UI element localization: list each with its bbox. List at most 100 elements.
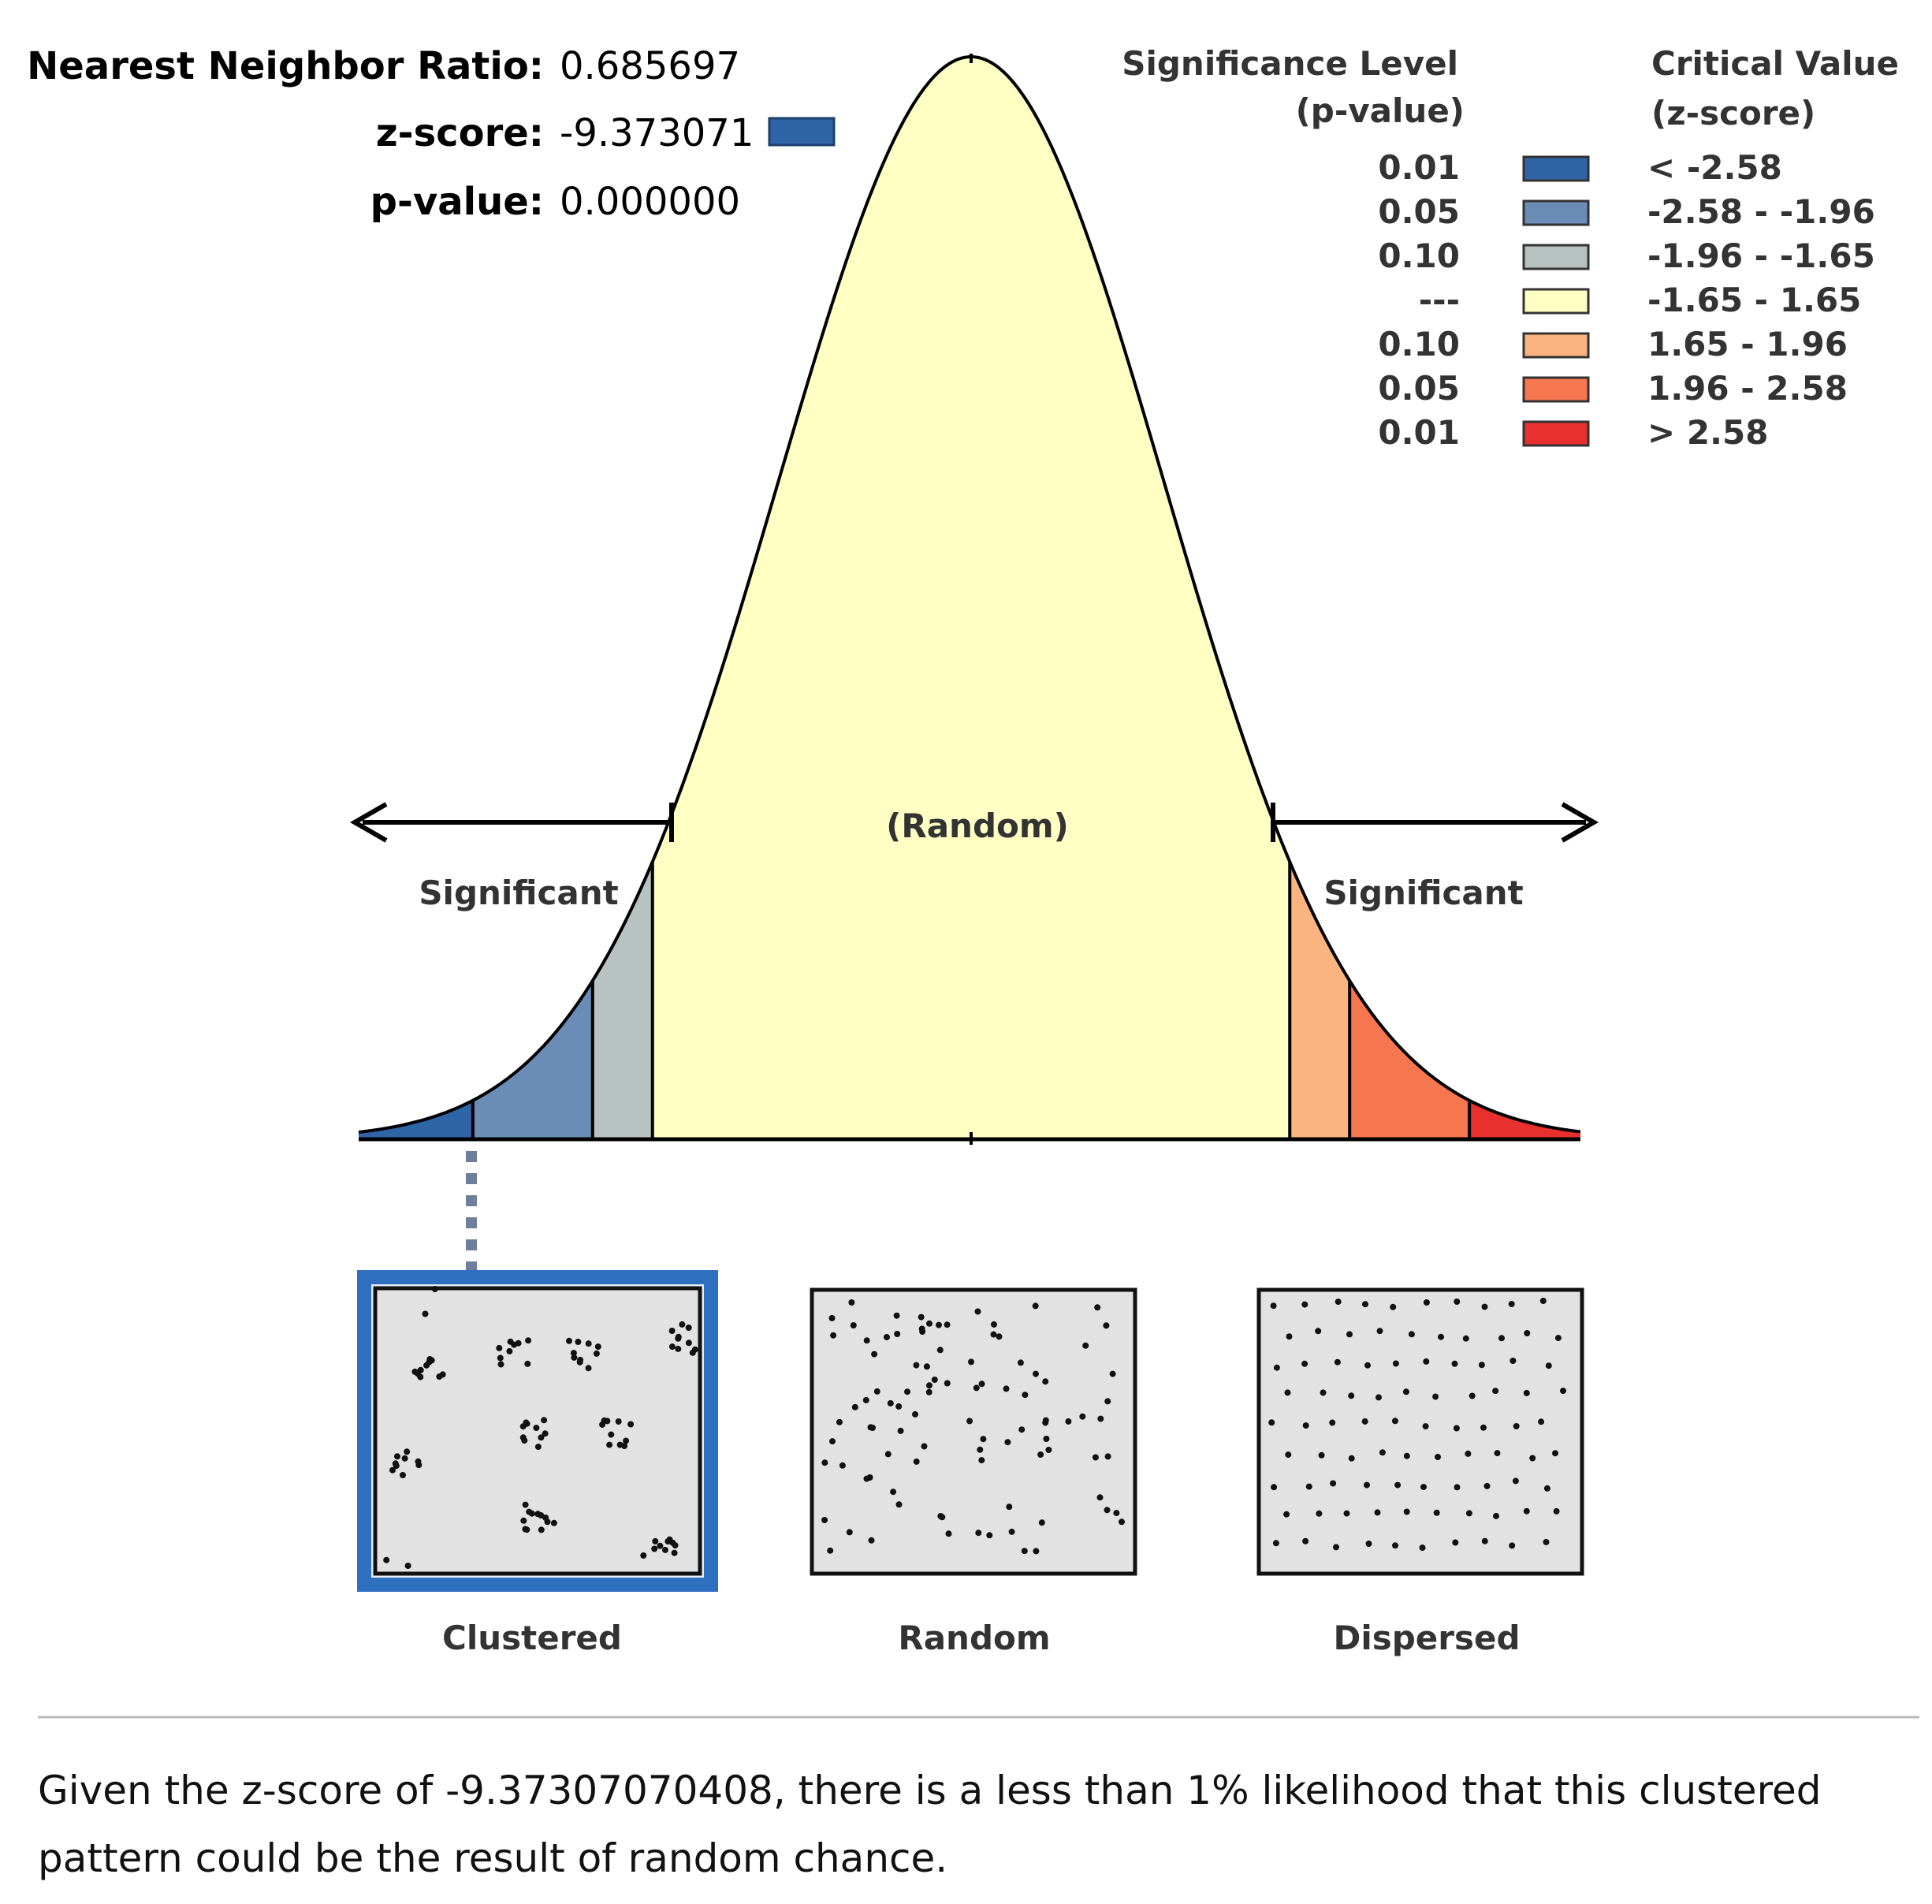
- legend-swatch-6: [1522, 420, 1590, 447]
- point: [577, 1356, 584, 1363]
- point: [912, 1410, 918, 1418]
- point: [571, 1354, 578, 1361]
- point: [401, 1455, 408, 1462]
- right-significant-arrow: [1271, 802, 1599, 843]
- point: [926, 1382, 932, 1389]
- random-points: [821, 1299, 1125, 1555]
- point: [1483, 1482, 1491, 1489]
- curve-segment-p01-high: [1469, 1100, 1580, 1139]
- point: [1364, 1362, 1371, 1369]
- point: [873, 1388, 880, 1395]
- point: [426, 1358, 433, 1366]
- point: [415, 1370, 421, 1377]
- point: [608, 1431, 615, 1438]
- point: [1498, 1335, 1505, 1342]
- point: [668, 1328, 676, 1334]
- point: [525, 1337, 532, 1344]
- point: [404, 1563, 411, 1569]
- point: [1042, 1419, 1049, 1426]
- connector-dash: [466, 1239, 477, 1250]
- point: [1375, 1394, 1382, 1401]
- point: [1333, 1544, 1339, 1551]
- point: [968, 1358, 974, 1366]
- point: [1346, 1331, 1353, 1338]
- point: [1286, 1333, 1293, 1340]
- point: [1376, 1328, 1383, 1335]
- legend-swatch-3: [1522, 288, 1590, 315]
- significance-arrows: (Random) Significant Significant: [349, 802, 1599, 912]
- point: [1539, 1298, 1547, 1304]
- legend-rows: 0.01 < -2.58 0.05 -2.58 - -1.96 0.10 -1.96 - …: [1378, 148, 1874, 452]
- point: [1092, 1454, 1099, 1461]
- point: [1433, 1509, 1440, 1516]
- point: [1512, 1477, 1519, 1485]
- connector-dash: [466, 1195, 477, 1206]
- point: [394, 1453, 400, 1460]
- critical-value-boundaries: [471, 862, 1472, 1139]
- point: [1008, 1528, 1015, 1535]
- point: [1316, 1510, 1323, 1517]
- point: [675, 1345, 682, 1352]
- point: [1494, 1450, 1501, 1457]
- point: [830, 1332, 837, 1339]
- point: [1374, 1509, 1381, 1516]
- point: [1509, 1358, 1517, 1364]
- point: [827, 1547, 834, 1554]
- legend-range-1: -2.58 - -1.96: [1647, 192, 1875, 231]
- point: [1508, 1301, 1515, 1307]
- point: [651, 1545, 658, 1552]
- point: [585, 1365, 592, 1372]
- point: [1335, 1299, 1342, 1306]
- point: [1065, 1418, 1072, 1425]
- point: [522, 1501, 529, 1508]
- point: [542, 1430, 549, 1437]
- point: [1302, 1537, 1309, 1544]
- point: [1420, 1484, 1427, 1491]
- point: [829, 1438, 836, 1445]
- point: [1408, 1331, 1415, 1338]
- point: [1523, 1507, 1530, 1515]
- point: [851, 1403, 858, 1410]
- point: [1320, 1389, 1327, 1396]
- connector-dash: [466, 1261, 477, 1272]
- point: [1004, 1439, 1011, 1446]
- point: [839, 1462, 846, 1469]
- point: [1284, 1389, 1291, 1396]
- point: [1422, 1423, 1429, 1430]
- point: [1097, 1415, 1104, 1422]
- point: [519, 1434, 527, 1441]
- point: [497, 1354, 504, 1362]
- legend-range-2: -1.96 - -1.65: [1647, 237, 1875, 275]
- result-stats: Nearest Neighbor Ratio: 0.685697 z-score…: [27, 44, 836, 224]
- point: [1419, 1544, 1426, 1552]
- point: [615, 1418, 622, 1425]
- point: [863, 1475, 870, 1482]
- point: [1302, 1422, 1309, 1429]
- point: [1032, 1302, 1039, 1310]
- point: [893, 1312, 900, 1319]
- point: [640, 1552, 647, 1559]
- point: [1391, 1418, 1398, 1425]
- point: [884, 1451, 892, 1458]
- point: [925, 1388, 932, 1395]
- point: [520, 1517, 527, 1524]
- point: [585, 1340, 592, 1347]
- connector-dash: [466, 1173, 477, 1184]
- point: [944, 1321, 951, 1328]
- point: [1554, 1335, 1562, 1342]
- point: [1268, 1419, 1275, 1426]
- result-caption: Given the z-score of -9.37307070408, the…: [38, 1768, 1822, 1881]
- point: [1348, 1392, 1355, 1399]
- point: [990, 1331, 997, 1338]
- point: [523, 1420, 530, 1427]
- point: [848, 1299, 855, 1306]
- point: [679, 1321, 686, 1328]
- point: [1392, 1360, 1399, 1367]
- point: [918, 1313, 925, 1321]
- point: [1045, 1447, 1052, 1453]
- normal-distribution-curve: [358, 54, 1581, 1145]
- dispersed-pattern-box: [1256, 1287, 1584, 1576]
- point: [1109, 1370, 1116, 1377]
- point: [616, 1441, 624, 1448]
- point: [1082, 1342, 1089, 1349]
